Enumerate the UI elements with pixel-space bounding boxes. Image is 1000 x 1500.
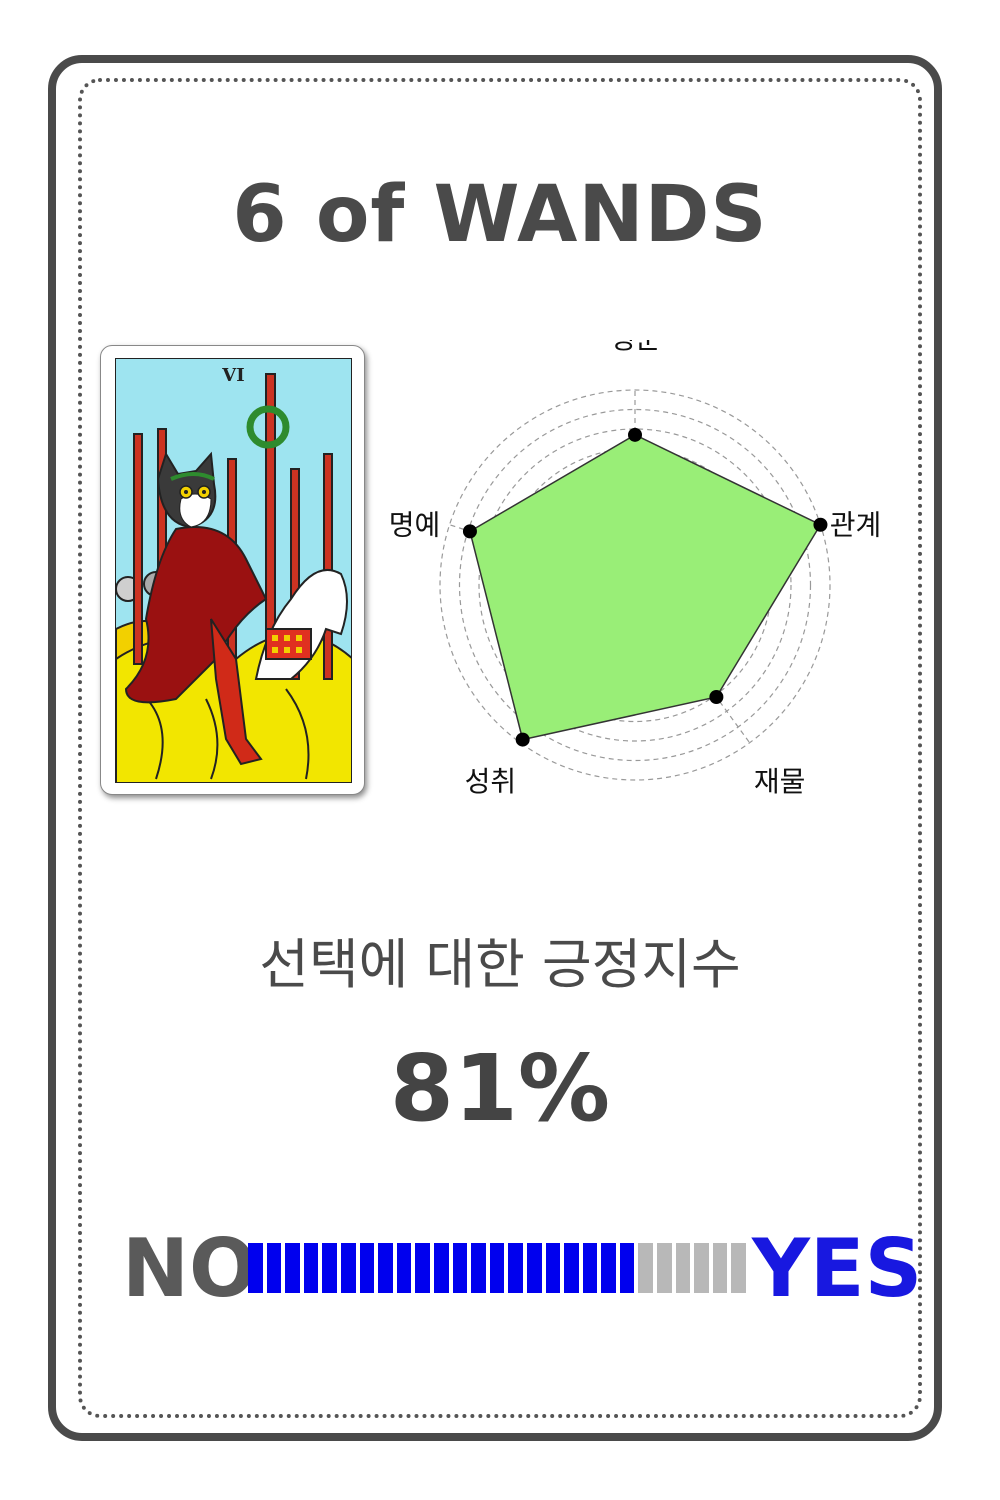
meter-segment	[675, 1243, 691, 1293]
radar-point	[813, 517, 828, 532]
meter-segment	[248, 1243, 263, 1293]
meter-segment	[619, 1243, 635, 1293]
meter-segment	[378, 1243, 393, 1293]
radar-axis-label: 관계	[830, 509, 882, 542]
radar-ring	[458, 408, 812, 762]
no-label: NO	[122, 1222, 257, 1315]
radar-ring	[439, 389, 831, 781]
radar-point	[515, 732, 530, 747]
meter-segment	[285, 1243, 300, 1293]
radar-axis-label: 명예	[389, 509, 441, 542]
tarot-card-illustration: VI	[115, 358, 352, 783]
meter-segment	[340, 1243, 356, 1293]
meter-segment	[359, 1243, 375, 1293]
meter-segment	[471, 1243, 486, 1293]
meter-segment	[712, 1243, 728, 1293]
meter-segment	[452, 1243, 468, 1293]
question-label: 선택에 대한 긍정지수	[259, 933, 741, 996]
radar-chart: 행운관계재물 성취 명예	[389, 340, 882, 798]
meter-segment	[601, 1243, 616, 1293]
meter-segment	[564, 1243, 579, 1293]
radar-axis-label: 재물	[754, 765, 806, 798]
card-numeral: VI	[222, 365, 245, 386]
meter-segment	[266, 1243, 282, 1293]
yes-no-meter	[248, 1243, 747, 1293]
meter-segment	[638, 1243, 654, 1293]
radar-point	[709, 690, 724, 705]
radar-axis-label: 행운	[609, 340, 661, 355]
meter-segment	[526, 1243, 542, 1293]
positivity-percent: 81%	[389, 1035, 611, 1142]
meter-segment	[433, 1243, 449, 1293]
radar-axis-label: 성취	[465, 765, 517, 798]
meter-segment	[508, 1243, 523, 1293]
radar-point	[628, 427, 642, 442]
meter-segment	[322, 1243, 337, 1293]
meter-segment	[489, 1243, 505, 1293]
meter-segment	[731, 1243, 747, 1293]
radar-point	[462, 524, 477, 539]
meter-segment	[657, 1243, 672, 1293]
page-title: 6 of WANDS	[232, 170, 768, 260]
radar-area	[469, 434, 822, 741]
meter-segment	[545, 1243, 561, 1293]
meter-segment	[303, 1243, 319, 1293]
yes-label: YES	[752, 1222, 923, 1315]
tarot-card-image: VI	[100, 345, 365, 795]
meter-segment	[582, 1243, 598, 1293]
meter-segment	[396, 1243, 412, 1293]
dotted-border	[78, 78, 922, 1418]
radar-spoke	[634, 584, 751, 744]
meter-segment	[415, 1243, 430, 1293]
radar-ring	[478, 428, 792, 742]
meter-segment	[694, 1243, 709, 1293]
